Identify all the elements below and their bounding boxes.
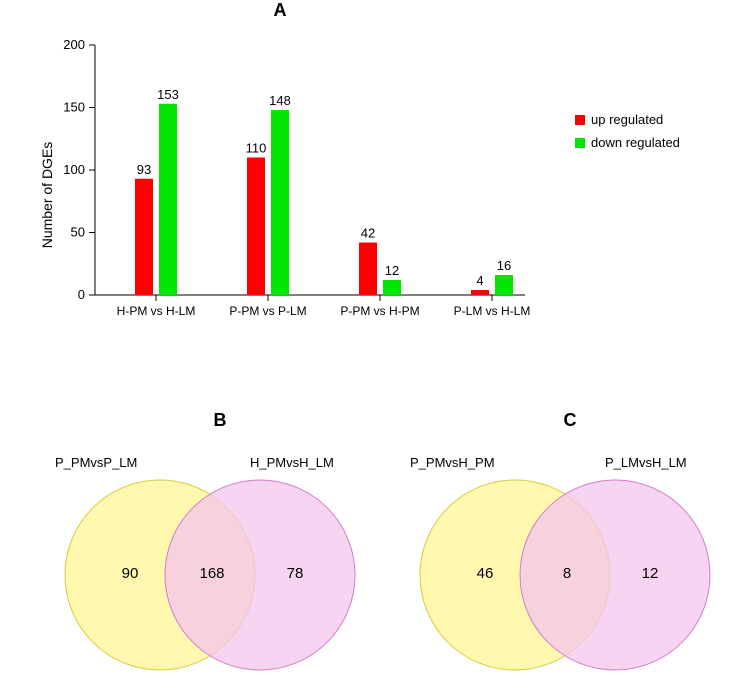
venn-b-intersection: 168: [192, 565, 232, 582]
svg-text:16: 16: [497, 258, 511, 273]
legend-swatch-up: [575, 115, 585, 125]
svg-text:42: 42: [361, 226, 375, 241]
bar: [159, 104, 177, 295]
svg-text:P-PM vs H-PM: P-PM vs H-PM: [340, 304, 419, 318]
bar: [495, 275, 513, 295]
venn-c-left-title: P_PMvsH_PM: [410, 455, 495, 470]
legend: up regulated down regulated: [575, 110, 725, 170]
venn-c-left-only: 46: [465, 565, 505, 582]
dge-bar-chart: 0 50 100 150 200 Number of DGEs 93 153 110 148 4…: [30, 25, 570, 345]
svg-text:12: 12: [385, 263, 399, 278]
legend-label-up: up regulated: [591, 112, 663, 127]
bar: [247, 158, 265, 296]
svg-text:200: 200: [63, 37, 85, 52]
y-axis-label: Number of DGEs: [39, 142, 55, 249]
venn-b-left-only: 90: [110, 565, 150, 582]
legend-label-down: down regulated: [591, 135, 680, 150]
y-ticks: 0 50 100 150 200: [63, 37, 95, 302]
bar: [471, 290, 489, 295]
svg-text:110: 110: [246, 141, 267, 156]
svg-text:50: 50: [71, 225, 85, 240]
venn-c-right-title: P_LMvsH_LM: [605, 455, 687, 470]
venn-b: [45, 435, 375, 685]
svg-text:150: 150: [63, 100, 85, 115]
panel-b-label: B: [120, 410, 320, 431]
svg-text:100: 100: [63, 162, 85, 177]
svg-text:P-PM vs P-LM: P-PM vs P-LM: [229, 304, 306, 318]
venn-b-right-only: 78: [275, 565, 315, 582]
panel-c-label: C: [470, 410, 670, 431]
bar: [359, 243, 377, 296]
bar: [271, 110, 289, 295]
panel-a-label: A: [0, 0, 560, 21]
venn-c-intersection: 8: [547, 565, 587, 582]
x-category-labels: H-PM vs H-LM P-PM vs P-LM P-PM vs H-PM P-LM…: [117, 304, 531, 318]
svg-text:153: 153: [157, 87, 179, 102]
svg-text:4: 4: [476, 273, 483, 288]
legend-swatch-down: [575, 138, 585, 148]
svg-text:93: 93: [137, 162, 151, 177]
svg-text:H-PM vs H-LM: H-PM vs H-LM: [117, 304, 196, 318]
svg-text:P-LM vs H-LM: P-LM vs H-LM: [454, 304, 531, 318]
bars-group: 93 153 110 148 42 12 4 16: [135, 87, 513, 295]
venn-b-left-title: P_PMvsP_LM: [55, 455, 137, 470]
venn-c-right-only: 12: [630, 565, 670, 582]
venn-c: [400, 435, 729, 685]
svg-text:148: 148: [269, 93, 291, 108]
svg-text:0: 0: [78, 287, 85, 302]
venn-b-right-title: H_PMvsH_LM: [250, 455, 334, 470]
bar: [135, 179, 153, 295]
bar: [383, 280, 401, 295]
x-ticks: [156, 295, 492, 301]
